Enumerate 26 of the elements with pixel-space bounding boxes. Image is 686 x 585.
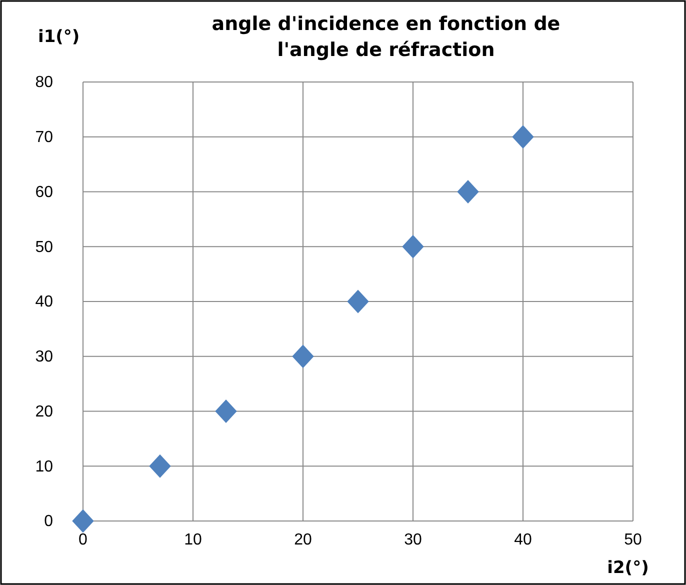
point <box>149 454 171 478</box>
x-tick-label: 50 <box>624 531 642 548</box>
x-tick-label: 0 <box>78 531 88 548</box>
y-tick-label: 80 <box>35 74 54 92</box>
y-tick-label: 40 <box>35 294 54 311</box>
point <box>215 399 237 424</box>
y-tick-label: 0 <box>44 513 54 530</box>
x-axis-title: i2(°) <box>607 558 649 578</box>
x-tick-label: 20 <box>294 531 312 548</box>
point <box>72 509 94 533</box>
y-tick-label: 20 <box>35 403 54 420</box>
x-tick-label: 10 <box>184 531 202 548</box>
y-tick-label: 30 <box>35 348 54 366</box>
point <box>512 125 534 149</box>
point <box>292 344 314 368</box>
x-tick-label: 30 <box>404 531 422 548</box>
point <box>402 234 424 258</box>
y-axis-title: i1(°) <box>38 27 80 47</box>
y-tick-label: 10 <box>35 458 54 476</box>
y-tick-label: 70 <box>35 128 54 146</box>
point <box>347 290 369 314</box>
point <box>457 180 479 204</box>
chart-title: angle d'incidence en fonction de l'angle de réfraction <box>212 13 560 61</box>
y-tick-label: 60 <box>35 184 54 201</box>
y-tick-label: 50 <box>35 238 54 256</box>
x-tick-label: 40 <box>514 531 532 548</box>
